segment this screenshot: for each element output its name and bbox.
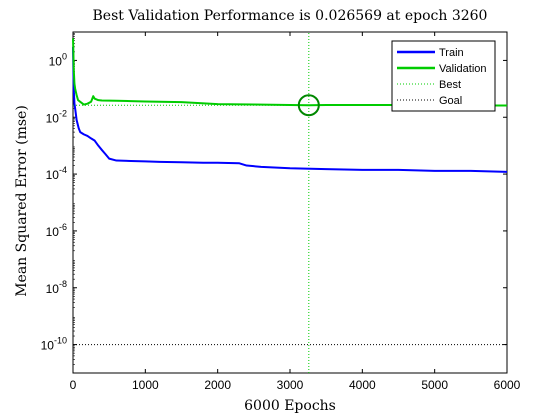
y-tick-label: 10-10: [41, 336, 67, 353]
x-tick-label: 2000: [204, 378, 231, 392]
legend-label: Train: [439, 47, 464, 59]
x-tick-label: 0: [70, 378, 77, 392]
x-tick-label: 4000: [349, 378, 376, 392]
chart-title: Best Validation Performance is 0.026569 …: [92, 8, 488, 24]
train-series-line: [72, 46, 508, 173]
x-tick-label: 1000: [132, 378, 159, 392]
x-tick-label: 5000: [421, 378, 448, 392]
y-tick-label: 10-8: [46, 279, 67, 296]
x-axis-label: 6000 Epochs: [244, 398, 336, 414]
legend-label: Goal: [439, 95, 462, 107]
legend-label: Best: [439, 79, 461, 91]
y-tick-label: 10-6: [46, 222, 67, 239]
y-tick-label: 100: [49, 51, 67, 68]
validation-series-line: [72, 38, 507, 107]
legend-label: Validation: [439, 63, 487, 75]
x-tick-label: 3000: [277, 378, 304, 392]
best-point-marker: [297, 94, 320, 117]
x-tick-label: 6000: [494, 378, 521, 392]
y-tick-label: 10-4: [46, 165, 67, 182]
y-tick-label: 10-2: [46, 108, 67, 125]
